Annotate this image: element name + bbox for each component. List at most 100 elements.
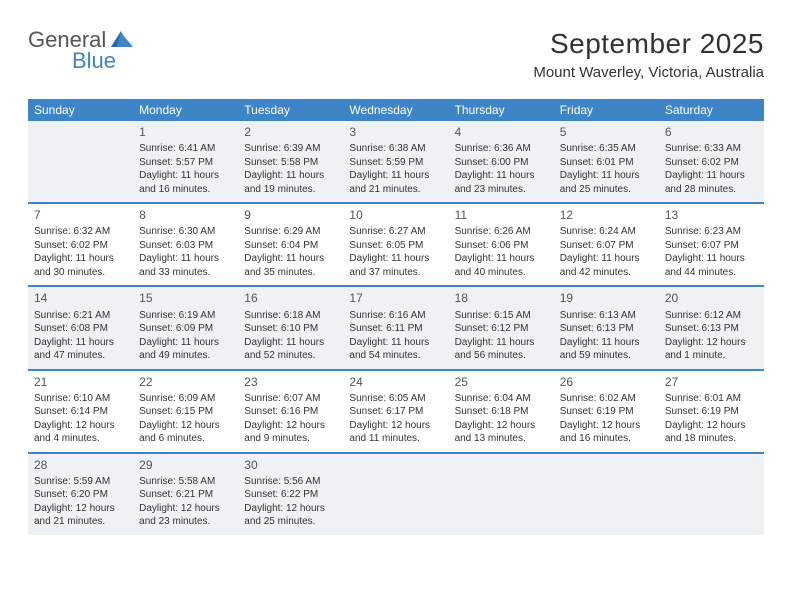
sunrise-line: Sunrise: 6:23 AM <box>665 225 758 239</box>
day-cell: 26Sunrise: 6:02 AMSunset: 6:19 PMDayligh… <box>554 371 659 452</box>
day-cell: 1Sunrise: 6:41 AMSunset: 5:57 PMDaylight… <box>133 121 238 202</box>
daylight-line: Daylight: 11 hours and 42 minutes. <box>560 252 653 279</box>
day-number: 8 <box>139 207 232 223</box>
sunset-line: Sunset: 5:58 PM <box>244 156 337 170</box>
sunset-line: Sunset: 6:03 PM <box>139 239 232 253</box>
sunrise-line: Sunrise: 6:39 AM <box>244 142 337 156</box>
logo-word2: Blue <box>72 48 133 74</box>
sunrise-line: Sunrise: 6:30 AM <box>139 225 232 239</box>
sunset-line: Sunset: 6:16 PM <box>244 405 337 419</box>
day-cell: 20Sunrise: 6:12 AMSunset: 6:13 PMDayligh… <box>659 287 764 368</box>
daylight-line: Daylight: 12 hours and 6 minutes. <box>139 419 232 446</box>
title-block: September 2025 Mount Waverley, Victoria,… <box>533 28 764 81</box>
header-row: General Blue September 2025 Mount Waverl… <box>28 28 764 81</box>
sunrise-line: Sunrise: 6:41 AM <box>139 142 232 156</box>
day-number: 24 <box>349 374 442 390</box>
weekday-sunday: Sunday <box>28 99 133 121</box>
daylight-line: Daylight: 12 hours and 11 minutes. <box>349 419 442 446</box>
daylight-line: Daylight: 12 hours and 21 minutes. <box>34 502 127 529</box>
sunset-line: Sunset: 6:10 PM <box>244 322 337 336</box>
day-number: 1 <box>139 124 232 140</box>
sunset-line: Sunset: 6:19 PM <box>665 405 758 419</box>
sunset-line: Sunset: 6:04 PM <box>244 239 337 253</box>
day-number: 7 <box>34 207 127 223</box>
sunrise-line: Sunrise: 6:07 AM <box>244 392 337 406</box>
sunrise-line: Sunrise: 5:58 AM <box>139 475 232 489</box>
calendar: SundayMondayTuesdayWednesdayThursdayFrid… <box>28 99 764 535</box>
day-cell: 10Sunrise: 6:27 AMSunset: 6:05 PMDayligh… <box>343 204 448 285</box>
sunrise-line: Sunrise: 6:16 AM <box>349 309 442 323</box>
sunset-line: Sunset: 6:01 PM <box>560 156 653 170</box>
week-row: 21Sunrise: 6:10 AMSunset: 6:14 PMDayligh… <box>28 371 764 454</box>
sunrise-line: Sunrise: 6:05 AM <box>349 392 442 406</box>
weekday-header: SundayMondayTuesdayWednesdayThursdayFrid… <box>28 99 764 121</box>
empty-cell <box>554 454 659 535</box>
day-number: 17 <box>349 290 442 306</box>
week-row: 14Sunrise: 6:21 AMSunset: 6:08 PMDayligh… <box>28 287 764 370</box>
sunset-line: Sunset: 6:17 PM <box>349 405 442 419</box>
day-cell: 11Sunrise: 6:26 AMSunset: 6:06 PMDayligh… <box>449 204 554 285</box>
daylight-line: Daylight: 11 hours and 30 minutes. <box>34 252 127 279</box>
day-number: 15 <box>139 290 232 306</box>
day-number: 16 <box>244 290 337 306</box>
sunset-line: Sunset: 6:14 PM <box>34 405 127 419</box>
sunset-line: Sunset: 6:05 PM <box>349 239 442 253</box>
sunset-line: Sunset: 6:06 PM <box>455 239 548 253</box>
day-cell: 24 Sunrise: 6:05 AMSunset: 6:17 PMDayligh… <box>343 371 448 452</box>
daylight-line: Daylight: 11 hours and 37 minutes. <box>349 252 442 279</box>
sunset-line: Sunset: 6:00 PM <box>455 156 548 170</box>
day-number: 10 <box>349 207 442 223</box>
day-cell: 9Sunrise: 6:29 AMSunset: 6:04 PMDaylight… <box>238 204 343 285</box>
daylight-line: Daylight: 12 hours and 4 minutes. <box>34 419 127 446</box>
sunrise-line: Sunrise: 6:15 AM <box>455 309 548 323</box>
daylight-line: Daylight: 11 hours and 47 minutes. <box>34 336 127 363</box>
day-number: 22 <box>139 374 232 390</box>
day-number: 19 <box>560 290 653 306</box>
day-cell: 22Sunrise: 6:09 AMSunset: 6:15 PMDayligh… <box>133 371 238 452</box>
week-row: 7Sunrise: 6:32 AMSunset: 6:02 PMDaylight… <box>28 204 764 287</box>
sunset-line: Sunset: 6:15 PM <box>139 405 232 419</box>
weekday-thursday: Thursday <box>449 99 554 121</box>
daylight-line: Daylight: 12 hours and 23 minutes. <box>139 502 232 529</box>
daylight-line: Daylight: 11 hours and 40 minutes. <box>455 252 548 279</box>
day-number: 28 <box>34 457 127 473</box>
sunrise-line: Sunrise: 6:18 AM <box>244 309 337 323</box>
daylight-line: Daylight: 11 hours and 25 minutes. <box>560 169 653 196</box>
daylight-line: Daylight: 12 hours and 25 minutes. <box>244 502 337 529</box>
sunrise-line: Sunrise: 6:35 AM <box>560 142 653 156</box>
sunset-line: Sunset: 5:59 PM <box>349 156 442 170</box>
sunrise-line: Sunrise: 6:24 AM <box>560 225 653 239</box>
day-number: 2 <box>244 124 337 140</box>
sunrise-line: Sunrise: 6:02 AM <box>560 392 653 406</box>
daylight-line: Daylight: 12 hours and 1 minute. <box>665 336 758 363</box>
sunrise-line: Sunrise: 6:38 AM <box>349 142 442 156</box>
sunset-line: Sunset: 6:09 PM <box>139 322 232 336</box>
daylight-line: Daylight: 11 hours and 33 minutes. <box>139 252 232 279</box>
day-cell: 6Sunrise: 6:33 AMSunset: 6:02 PMDaylight… <box>659 121 764 202</box>
day-cell: 13Sunrise: 6:23 AMSunset: 6:07 PMDayligh… <box>659 204 764 285</box>
day-number: 13 <box>665 207 758 223</box>
sunrise-line: Sunrise: 6:33 AM <box>665 142 758 156</box>
daylight-line: Daylight: 11 hours and 16 minutes. <box>139 169 232 196</box>
sunrise-line: Sunrise: 6:01 AM <box>665 392 758 406</box>
daylight-line: Daylight: 12 hours and 16 minutes. <box>560 419 653 446</box>
day-cell: 3Sunrise: 6:38 AMSunset: 5:59 PMDaylight… <box>343 121 448 202</box>
day-number: 21 <box>34 374 127 390</box>
daylight-line: Daylight: 11 hours and 23 minutes. <box>455 169 548 196</box>
day-cell: 16Sunrise: 6:18 AMSunset: 6:10 PMDayligh… <box>238 287 343 368</box>
sunset-line: Sunset: 6:08 PM <box>34 322 127 336</box>
day-number: 4 <box>455 124 548 140</box>
day-number: 11 <box>455 207 548 223</box>
sunset-line: Sunset: 6:07 PM <box>665 239 758 253</box>
week-row: 28Sunrise: 5:59 AMSunset: 6:20 PMDayligh… <box>28 454 764 535</box>
daylight-line: Daylight: 11 hours and 54 minutes. <box>349 336 442 363</box>
sunset-line: Sunset: 6:21 PM <box>139 488 232 502</box>
day-number: 5 <box>560 124 653 140</box>
day-cell: 17Sunrise: 6:16 AMSunset: 6:11 PMDayligh… <box>343 287 448 368</box>
sunset-line: Sunset: 6:13 PM <box>560 322 653 336</box>
sunrise-line: Sunrise: 6:04 AM <box>455 392 548 406</box>
sunset-line: Sunset: 6:12 PM <box>455 322 548 336</box>
day-cell: 29Sunrise: 5:58 AMSunset: 6:21 PMDayligh… <box>133 454 238 535</box>
daylight-line: Daylight: 12 hours and 13 minutes. <box>455 419 548 446</box>
sunrise-line: Sunrise: 6:19 AM <box>139 309 232 323</box>
